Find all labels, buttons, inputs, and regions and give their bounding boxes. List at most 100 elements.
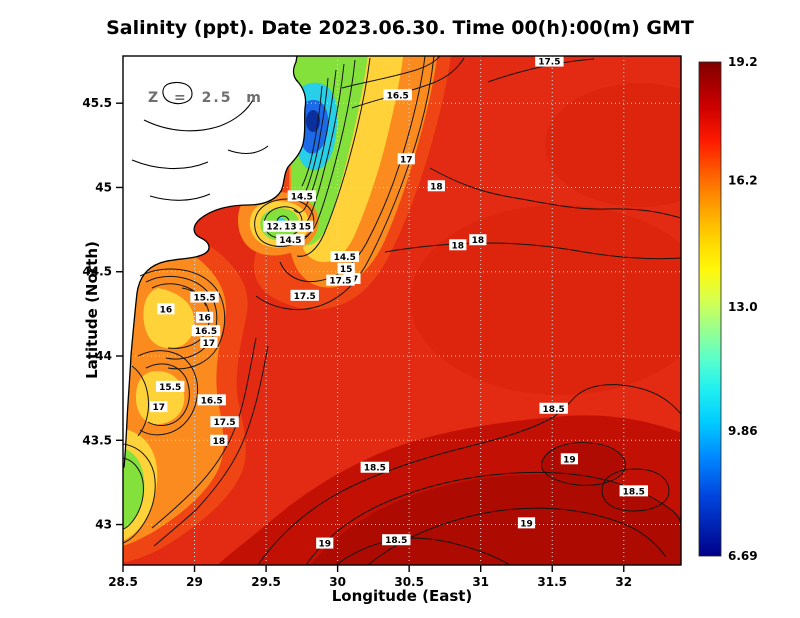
contour-label-text: 18: [472, 236, 485, 246]
contour-label-text: 16.5: [387, 91, 409, 101]
contour-label-box: [195, 311, 214, 323]
y-tick-label: 44: [95, 349, 112, 363]
contour-line: [601, 468, 670, 512]
contour-label-box: [449, 239, 467, 251]
contour-label-text: 17.5: [329, 277, 351, 287]
contour-label-text: 19: [318, 540, 331, 550]
y-tick-label: 43: [95, 518, 112, 532]
contour-label-text: 15.5: [159, 383, 181, 393]
contour-line: [341, 56, 441, 89]
contour-line: [145, 276, 218, 360]
contour-label-box: [560, 453, 578, 465]
contour-label-text: 17: [400, 155, 413, 165]
y-tick-label: 44.5: [82, 265, 112, 279]
contour-line: [257, 384, 681, 565]
contour-line: [293, 69, 337, 213]
x-axis: 28.5 29 29.5 30 30.5 31 31.5 32: [108, 565, 632, 589]
contour-label-text: 18.5: [623, 487, 645, 497]
land: [123, 56, 307, 469]
contour-label-box: [263, 220, 292, 232]
y-tick-label: 45: [95, 180, 112, 194]
delta-arm-line: [143, 97, 255, 132]
x-tick-label: 32: [615, 575, 632, 589]
contour-label-text: 14.5: [334, 253, 356, 263]
delta-arm-line: [131, 159, 209, 170]
contour-label-box: [360, 461, 390, 473]
contour-label-text: 19: [520, 519, 533, 529]
contour-line: [335, 537, 511, 565]
contour-label: 17: [150, 401, 168, 413]
y-axis: 43 43.5 44 44.5 45 45.5: [82, 96, 123, 532]
contour-label: 18.5: [360, 461, 390, 474]
coastline-detail: [131, 81, 269, 201]
contour-label-box: [200, 337, 218, 349]
contour-label: 17: [200, 337, 218, 349]
contour-line: [139, 268, 226, 370]
contour-line: [429, 167, 681, 219]
contour-label-text: 17.5: [294, 292, 316, 302]
x-tick-label: 29: [186, 575, 203, 589]
contour-line: [384, 242, 681, 260]
contour-label-text: 15: [298, 223, 311, 233]
contour-label-text: 16: [198, 314, 211, 324]
y-tick-label: 45.5: [82, 96, 112, 110]
colorbar-tick-label: 13.0: [728, 300, 758, 314]
contour-label: 14.5: [287, 190, 317, 202]
contour-label: 16.5: [383, 89, 412, 101]
contour-label-text: 18.5: [543, 405, 565, 415]
contour-label: 18.5: [382, 534, 411, 546]
contour-label-box: [337, 262, 355, 274]
contour-label-text: 15.5: [193, 294, 215, 304]
contour-label-box: [190, 291, 219, 303]
contour-label-text: 16.5: [195, 327, 217, 337]
contour-label-box: [316, 537, 334, 549]
contour-label-text: 17: [153, 403, 166, 413]
contour-label-text: 16.5: [201, 396, 223, 406]
contour-label-text: 18: [213, 437, 226, 447]
contour-label-box: [539, 402, 568, 414]
contour-label-box: [210, 434, 228, 446]
contour-label: 15.5: [190, 291, 219, 304]
contour-label-text: 18: [430, 182, 443, 192]
field-shade: [545, 83, 681, 207]
chart-title: Salinity (ppt). Date 2023.06.30. Time 00…: [106, 17, 694, 39]
colorbar-gradient: [698, 61, 722, 557]
contour-line: [279, 56, 426, 283]
contour-label: 17.5: [326, 274, 355, 287]
contour-label: 19: [517, 517, 536, 529]
contour-label: 16: [157, 303, 175, 315]
contour-label: 17.5: [290, 289, 319, 302]
contour-label-box: [330, 251, 359, 263]
contour-label: 15: [337, 262, 355, 275]
x-tick-label: 30: [329, 575, 346, 589]
colorbar-tick-label: 6.69: [728, 549, 758, 563]
contour-label-box: [287, 190, 317, 202]
contour-line: [137, 350, 198, 436]
contour-label-box: [427, 180, 445, 192]
contour-label-box: [619, 485, 648, 497]
contour-label-box: [281, 220, 299, 232]
contour-label: 15.5: [156, 380, 185, 393]
contour-label-text: 18.5: [385, 536, 407, 546]
contour-label-text: 16: [160, 305, 173, 315]
contour-line: [541, 442, 626, 486]
contour-label-text: 18.5: [364, 464, 386, 474]
contour-label-box: [276, 234, 305, 246]
salinity-zone-19: [541, 444, 625, 484]
contour-label: 14.5: [276, 234, 305, 246]
contour-label: 18.5: [539, 402, 568, 415]
contour-label-text: 13: [284, 223, 297, 233]
contour-line: [351, 57, 465, 109]
contour-line: [131, 365, 149, 437]
contour-label: 16: [195, 311, 214, 324]
contour-label-text: 15: [340, 265, 353, 275]
contour-label-text: 12.5: [266, 223, 288, 233]
contour-label: 13: [281, 220, 299, 233]
contour-line: [301, 85, 323, 187]
contour-label: 19: [560, 453, 578, 465]
contour-label: 18: [210, 434, 228, 447]
contour-label-text: 17.5: [538, 58, 560, 68]
contour-label: 17: [397, 153, 415, 165]
